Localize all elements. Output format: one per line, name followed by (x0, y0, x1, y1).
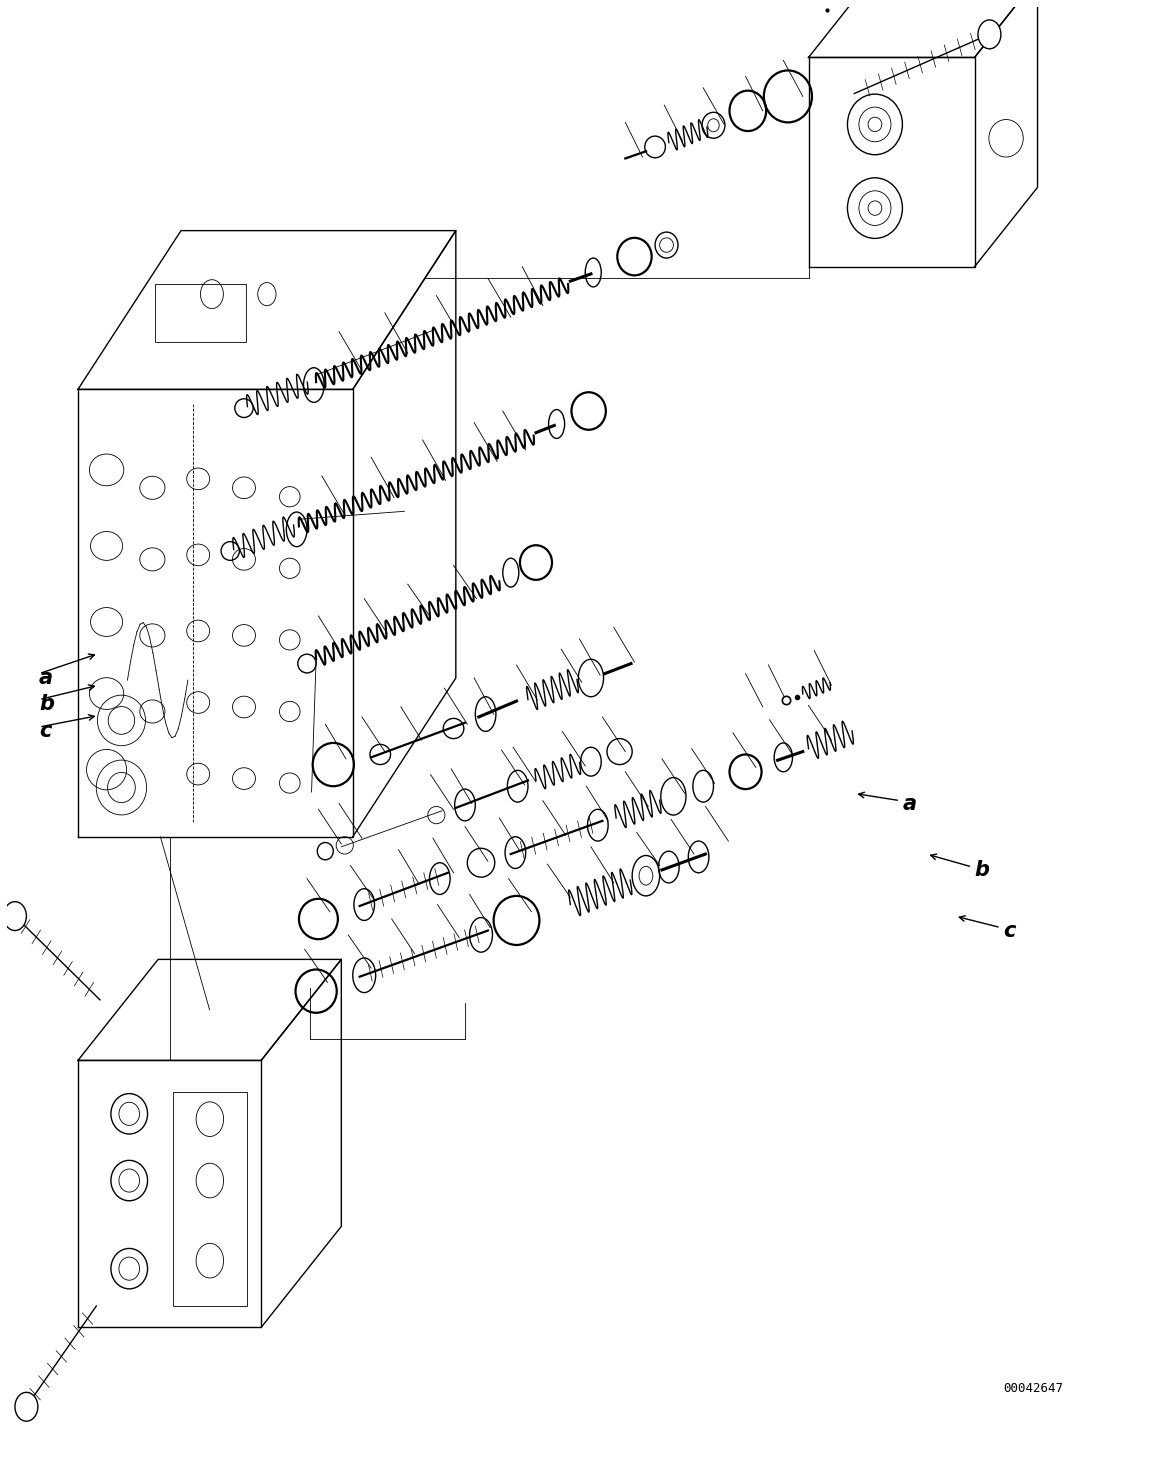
Text: c: c (1004, 921, 1015, 941)
Text: 00042647: 00042647 (1004, 1383, 1063, 1396)
Circle shape (15, 1393, 38, 1421)
Bar (173, 1093, 247, 1305)
Text: a: a (39, 667, 53, 688)
Text: c: c (39, 721, 51, 742)
Bar (154, 284, 246, 342)
Text: a: a (903, 794, 917, 813)
Text: b: b (975, 860, 990, 880)
Circle shape (978, 20, 1001, 48)
Text: b: b (39, 694, 54, 714)
Circle shape (3, 902, 27, 931)
